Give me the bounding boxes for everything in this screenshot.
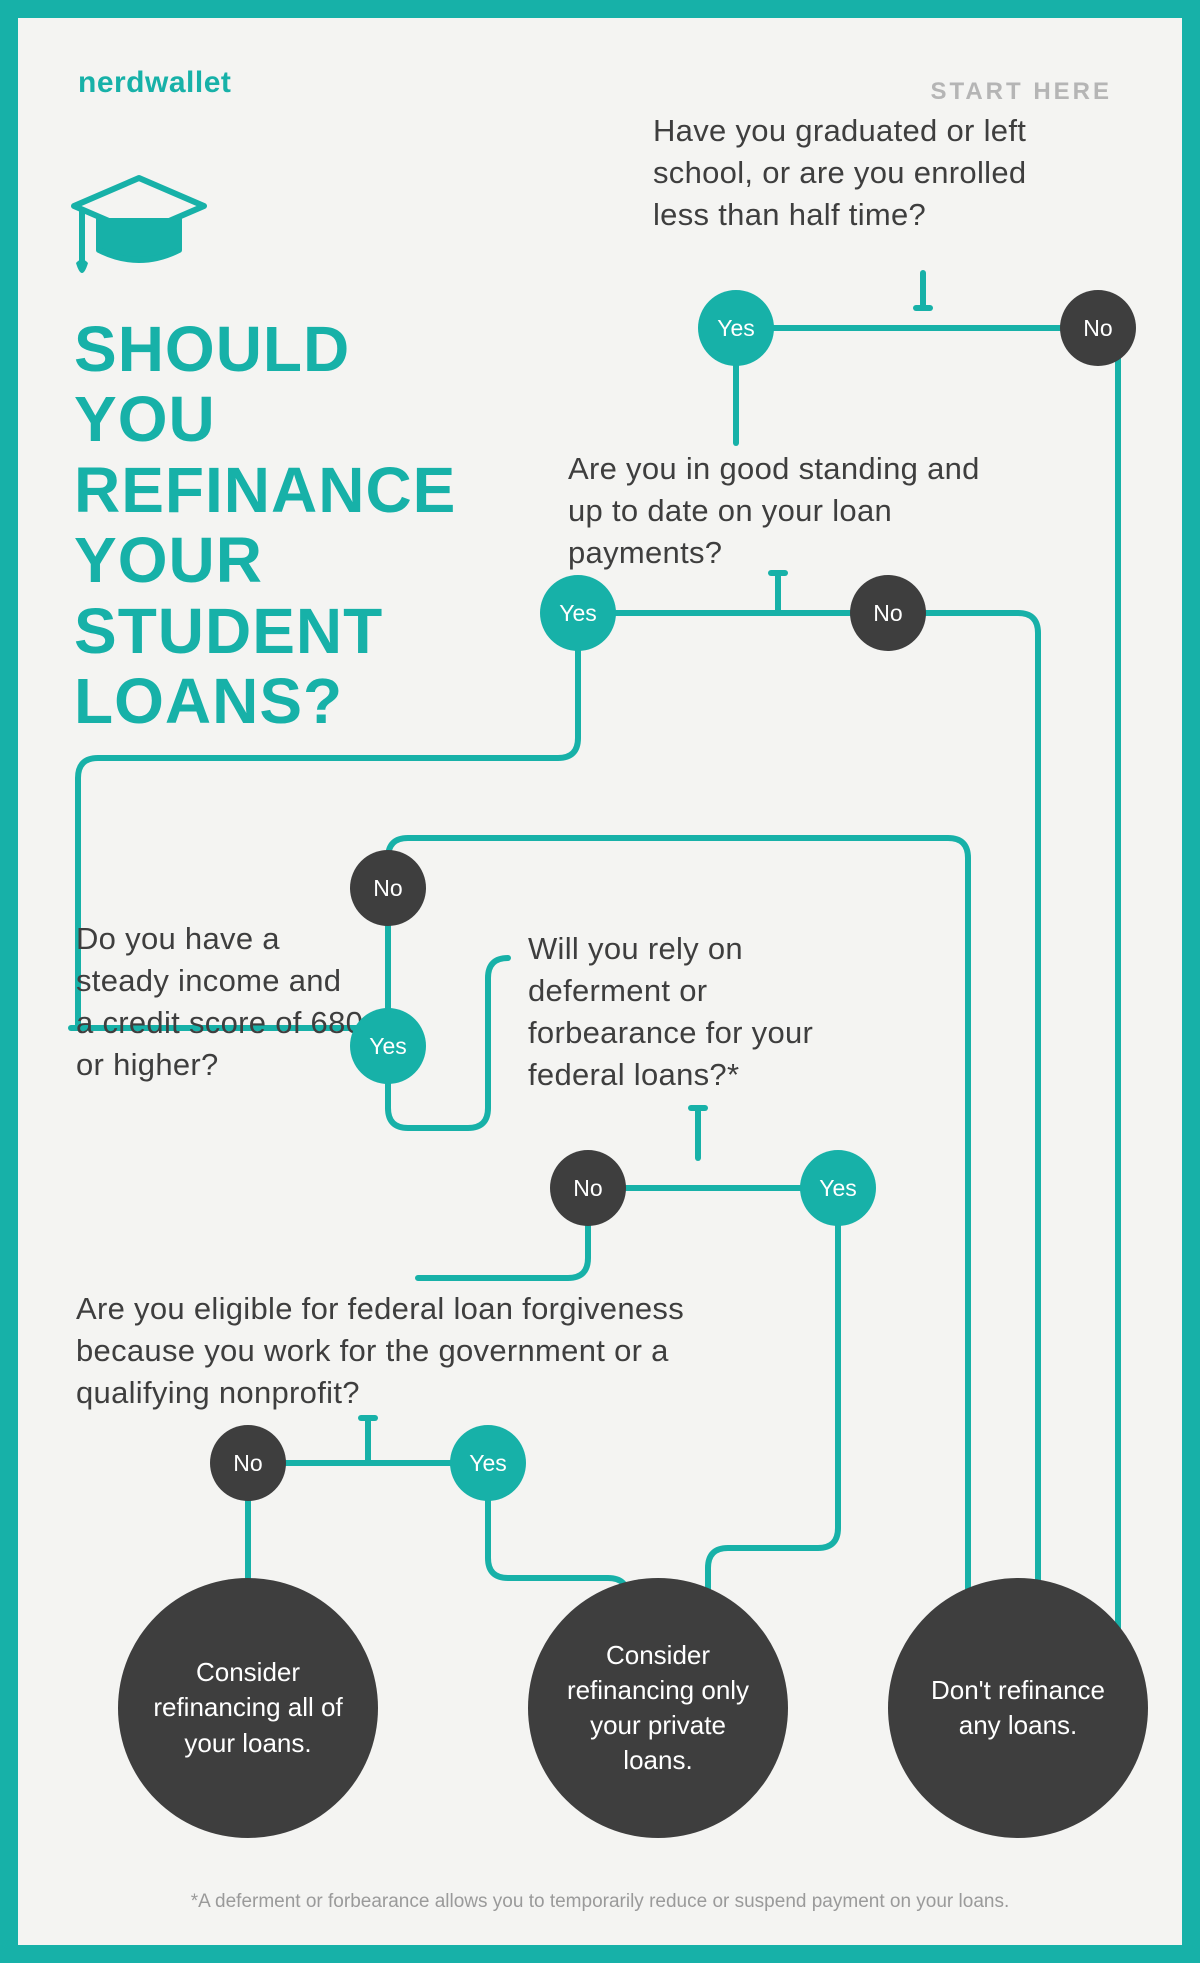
question-1: Have you graduated or left school, or ar… (653, 110, 1083, 236)
q2-yes: Yes (540, 575, 616, 651)
question-5: Are you eligible for federal loan forgiv… (76, 1288, 776, 1414)
q3-no: No (350, 850, 426, 926)
q5-no: No (210, 1425, 286, 1501)
canvas: nerdwallet START HERE SHOULD YOU REFINAN… (18, 18, 1182, 1945)
q5-yes: Yes (450, 1425, 526, 1501)
outcome-none: Don't refinance any loans. (888, 1578, 1148, 1838)
footnote: *A deferment or forbearance allows you t… (18, 1891, 1182, 1913)
brand-logo: nerdwallet (78, 66, 231, 100)
question-3: Do you have a steady income and a credit… (76, 918, 366, 1085)
question-4: Will you rely on deferment or forbearanc… (528, 928, 868, 1095)
infographic-frame: nerdwallet START HERE SHOULD YOU REFINAN… (0, 0, 1200, 1963)
q4-no: No (550, 1150, 626, 1226)
start-here-label: START HERE (930, 78, 1112, 106)
q4-yes: Yes (800, 1150, 876, 1226)
q3-yes: Yes (350, 1008, 426, 1084)
outcome-all: Consider refinancing all of your loans. (118, 1578, 378, 1838)
question-2: Are you in good standing and up to date … (568, 448, 988, 574)
q1-yes: Yes (698, 290, 774, 366)
q2-no: No (850, 575, 926, 651)
main-title: SHOULD YOU REFINANCE YOUR STUDENT LOANS? (74, 314, 456, 736)
graduation-cap-icon (64, 168, 214, 293)
q1-no: No (1060, 290, 1136, 366)
outcome-private: Consider refinancing only your private l… (528, 1578, 788, 1838)
